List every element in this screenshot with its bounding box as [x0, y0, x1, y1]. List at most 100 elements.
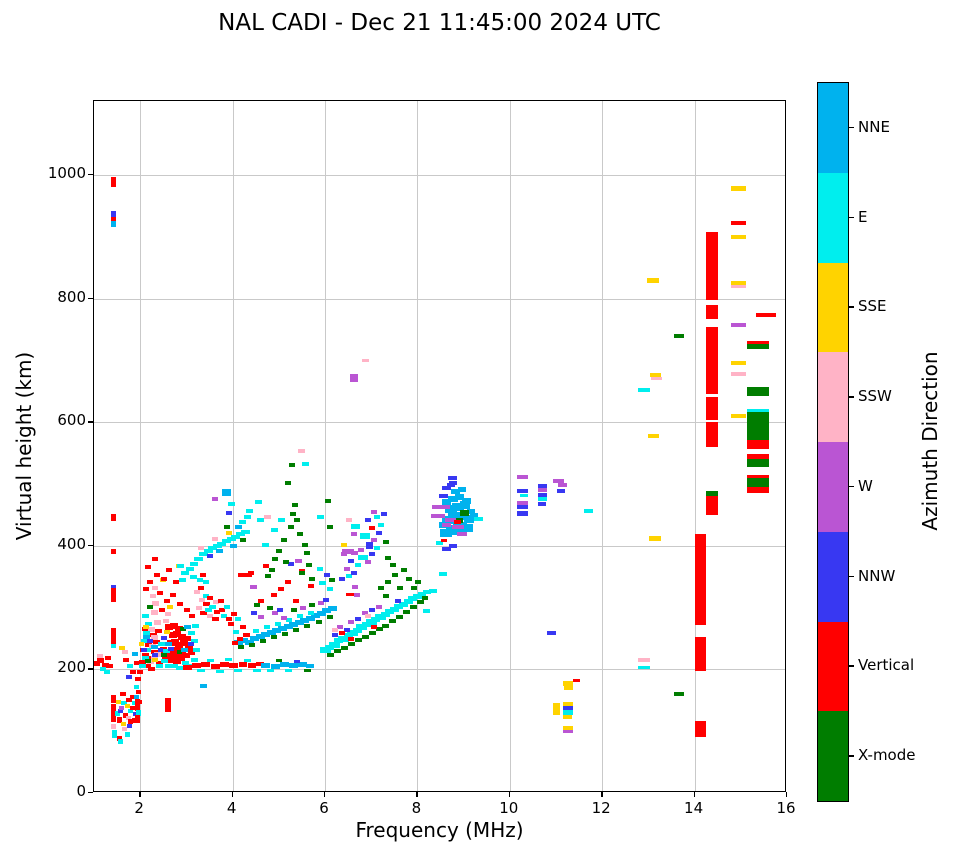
data-point: [318, 600, 325, 605]
data-point: [111, 695, 117, 704]
data-point: [730, 371, 746, 376]
data-point: [410, 604, 418, 609]
data-point: [183, 636, 191, 641]
data-point: [124, 704, 130, 709]
data-point: [316, 610, 326, 616]
data-point: [195, 605, 202, 610]
data-point: [441, 546, 451, 551]
data-point: [137, 669, 144, 674]
data-point: [217, 541, 227, 546]
data-point: [216, 549, 224, 554]
data-point: [236, 636, 243, 641]
data-point: [562, 681, 573, 687]
data-point: [151, 556, 158, 561]
data-point: [235, 617, 242, 622]
data-point: [156, 591, 163, 596]
gridline-horizontal: [94, 422, 785, 424]
data-point: [361, 634, 369, 639]
data-point: [111, 216, 117, 221]
data-point: [183, 624, 191, 629]
data-point: [583, 509, 593, 514]
y-axis-label: Virtual height (km): [12, 351, 36, 541]
data-point: [457, 532, 468, 537]
data-point: [121, 701, 128, 706]
data-point: [156, 663, 164, 668]
data-point: [256, 662, 265, 667]
data-point: [403, 598, 413, 604]
data-point: [271, 556, 278, 561]
data-point: [441, 523, 451, 528]
data-point: [192, 623, 200, 628]
data-point: [243, 633, 250, 638]
data-point: [212, 544, 222, 549]
data-point: [188, 614, 195, 619]
gridline-vertical: [509, 101, 511, 791]
colorbar-tick-label: NNW: [858, 566, 896, 585]
data-point: [348, 558, 355, 563]
colorbar-tick-mark: [849, 755, 854, 757]
data-point: [304, 624, 311, 629]
data-point: [168, 647, 175, 651]
data-point: [212, 496, 219, 501]
data-point: [170, 592, 177, 597]
data-point: [519, 493, 528, 497]
data-point: [455, 493, 465, 500]
data-point: [369, 525, 376, 530]
data-point: [234, 669, 243, 673]
data-point: [403, 609, 411, 614]
data-point: [139, 659, 146, 664]
data-point: [133, 661, 140, 666]
data-point: [368, 630, 376, 635]
data-point: [207, 614, 214, 619]
data-point: [240, 529, 250, 534]
data-point: [217, 598, 224, 603]
data-point: [179, 577, 187, 582]
data-point: [647, 433, 659, 438]
data-point: [135, 714, 141, 723]
data-point: [231, 534, 241, 539]
data-point: [285, 669, 293, 673]
data-point: [337, 635, 349, 642]
data-point: [225, 658, 233, 661]
data-point: [290, 511, 297, 516]
data-point: [194, 589, 201, 594]
data-point: [276, 608, 283, 613]
data-point: [198, 552, 208, 557]
data-point: [142, 587, 149, 592]
data-point: [547, 630, 557, 635]
data-point: [272, 611, 279, 616]
data-point: [148, 667, 156, 672]
data-bar: [746, 408, 769, 412]
data-point: [378, 586, 385, 591]
gridline-vertical: [325, 101, 326, 791]
data-point: [145, 642, 153, 647]
data-point: [164, 697, 171, 712]
data-point: [301, 543, 308, 548]
y-tick-label: 1000: [47, 164, 86, 183]
data-point: [305, 663, 314, 668]
data-point: [345, 593, 355, 597]
data-point: [201, 661, 211, 667]
data-point: [556, 489, 565, 494]
data-point: [226, 537, 236, 541]
data-bar: [746, 487, 769, 493]
data-point: [199, 611, 207, 616]
x-tick-label: 6: [319, 799, 329, 817]
data-point: [140, 638, 148, 643]
gridline-vertical: [694, 101, 696, 791]
data-point: [269, 567, 276, 572]
data-point: [176, 563, 184, 568]
data-point: [258, 614, 265, 619]
data-point: [327, 653, 335, 658]
data-point: [308, 583, 315, 588]
data-point: [730, 360, 746, 365]
colorbar-tick-label: Vertical: [858, 656, 915, 675]
data-point: [339, 630, 346, 635]
data-point: [441, 486, 451, 491]
data-point: [406, 577, 413, 582]
data-point: [537, 492, 547, 497]
data-point: [285, 579, 292, 584]
data-point: [294, 558, 302, 563]
gridline-vertical: [232, 101, 234, 791]
data-point: [193, 648, 201, 653]
